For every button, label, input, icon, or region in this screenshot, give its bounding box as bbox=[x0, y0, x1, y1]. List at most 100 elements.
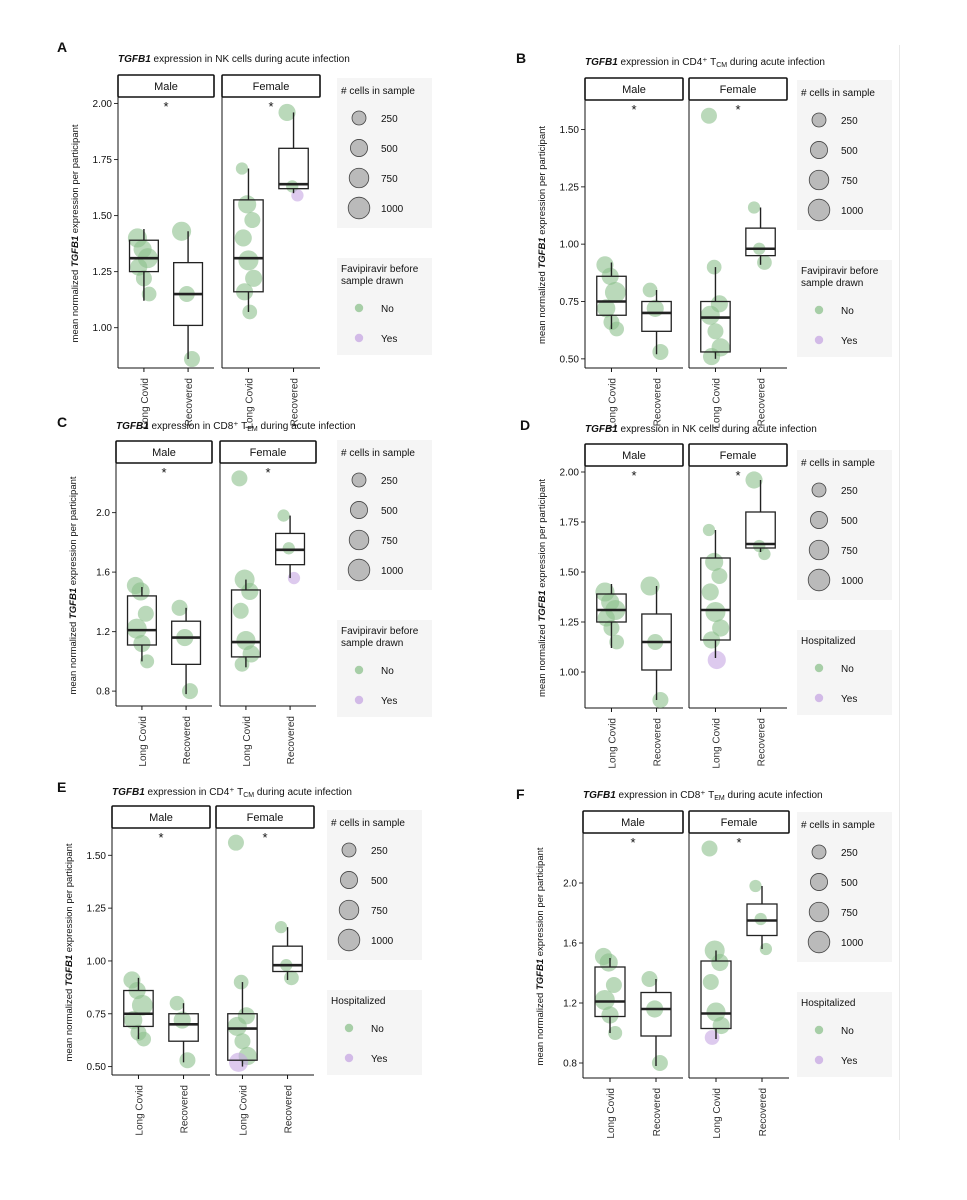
y-tick-label: 2.0 bbox=[96, 508, 110, 519]
data-point bbox=[133, 634, 151, 653]
panel-d: D TGFB1 expression in NK cells during acu… bbox=[520, 417, 892, 769]
data-point bbox=[705, 602, 726, 622]
box-iqr bbox=[596, 275, 627, 316]
color-legend-key bbox=[354, 333, 364, 343]
y-tick-label: 1.2 bbox=[96, 627, 110, 638]
facet-strip bbox=[688, 77, 788, 101]
facet-male: Male * Long Covid Recovered bbox=[584, 77, 684, 429]
data-point bbox=[597, 299, 616, 318]
x-tick-label: Recovered bbox=[757, 378, 768, 426]
panel-letter: E bbox=[57, 779, 66, 795]
size-legend-label: 250 bbox=[381, 114, 398, 125]
size-legend-key bbox=[810, 141, 828, 159]
panel-b: B TGFB1 expression in CD4⁺ TCM during acu… bbox=[516, 50, 892, 429]
size-legend-title: # cells in sample bbox=[801, 88, 875, 99]
y-tick-label: 0.8 bbox=[563, 1059, 577, 1070]
x-tick-label: Recovered bbox=[653, 718, 664, 766]
facet-strip bbox=[221, 74, 321, 98]
size-legend-key bbox=[340, 871, 358, 889]
data-point bbox=[242, 304, 258, 320]
size-legend-label: 1000 bbox=[381, 566, 404, 577]
size-legend-label: 250 bbox=[841, 116, 858, 127]
size-legend-label: 750 bbox=[841, 176, 858, 187]
data-point bbox=[712, 1016, 730, 1035]
size-legend-label: 1000 bbox=[381, 204, 404, 215]
data-point bbox=[757, 255, 772, 270]
significance-star: * bbox=[631, 468, 636, 483]
y-tick-label: 1.6 bbox=[563, 939, 577, 950]
facet-female: Female * Long Covid Recovered bbox=[688, 77, 788, 429]
y-tick-label: 1.50 bbox=[560, 125, 580, 136]
box-iqr bbox=[168, 1013, 199, 1042]
size-legend-label: 500 bbox=[841, 146, 858, 157]
facet-strip bbox=[219, 440, 317, 464]
y-tick-label: 1.50 bbox=[560, 568, 580, 579]
significance-star: * bbox=[631, 102, 636, 117]
data-point bbox=[141, 286, 157, 302]
data-point bbox=[642, 282, 658, 298]
x-tick-label: Long Covid bbox=[244, 378, 255, 429]
box-iqr bbox=[230, 589, 261, 658]
size-legend-title: # cells in sample bbox=[331, 818, 405, 829]
facet-strip-label: Male bbox=[622, 84, 646, 96]
panel-divider bbox=[899, 45, 900, 1140]
x-tick-label: Long Covid bbox=[140, 378, 151, 429]
facet-strip-label: Male bbox=[152, 447, 176, 459]
significance-star: * bbox=[158, 830, 163, 845]
size-legend-label: 250 bbox=[841, 848, 858, 859]
significance-star: * bbox=[630, 835, 635, 850]
x-tick-label: Recovered bbox=[653, 378, 664, 426]
facet-strip-label: Female bbox=[253, 81, 290, 93]
panel-title: TGFB1 expression in CD4⁺ TCM during acut… bbox=[112, 787, 352, 799]
color-legend-title: Favipiravir before bbox=[801, 266, 879, 277]
size-legend-key bbox=[338, 899, 360, 921]
y-tick-label: 1.50 bbox=[93, 211, 113, 222]
data-point bbox=[137, 605, 154, 622]
size-legend-key bbox=[808, 169, 830, 191]
x-tick-label: Long Covid bbox=[138, 716, 149, 767]
data-point bbox=[136, 1031, 152, 1047]
size-legend-key bbox=[810, 511, 828, 529]
size-legend-label: 250 bbox=[841, 486, 858, 497]
y-tick-label: 1.00 bbox=[93, 323, 113, 334]
box-iqr bbox=[128, 239, 159, 273]
data-point bbox=[700, 107, 717, 124]
significance-star: * bbox=[736, 835, 741, 850]
color-legend-key bbox=[814, 1025, 824, 1035]
color-legend-key bbox=[354, 665, 364, 675]
data-point bbox=[242, 645, 260, 663]
data-point bbox=[287, 571, 301, 585]
size-legend-key bbox=[350, 139, 368, 157]
data-point bbox=[640, 576, 660, 596]
data-point bbox=[124, 1010, 143, 1030]
data-point bbox=[594, 990, 615, 1010]
data-point bbox=[652, 343, 669, 360]
size-legend-label: 500 bbox=[381, 506, 398, 517]
box-iqr bbox=[700, 960, 732, 1030]
data-point bbox=[181, 683, 198, 700]
facet-female: Female * Long Covid Recovered bbox=[219, 440, 317, 767]
color-legend-bg bbox=[327, 990, 422, 1075]
data-point bbox=[282, 542, 295, 555]
panel-letter: C bbox=[57, 414, 67, 430]
data-point bbox=[171, 599, 188, 616]
box-iqr bbox=[278, 147, 309, 190]
data-point bbox=[701, 840, 718, 857]
y-tick-label: 2.00 bbox=[93, 99, 113, 110]
facet-strip bbox=[115, 440, 213, 464]
y-axis-label: mean normalized TGFB1 expression per par… bbox=[537, 479, 548, 697]
data-point bbox=[707, 650, 726, 670]
significance-star: * bbox=[735, 102, 740, 117]
data-point bbox=[274, 921, 288, 934]
size-legend-key bbox=[337, 928, 361, 952]
x-tick-label: Long Covid bbox=[711, 378, 722, 429]
size-legend-key bbox=[811, 482, 827, 498]
box-iqr bbox=[641, 300, 672, 332]
size-legend-label: 750 bbox=[381, 536, 398, 547]
data-point bbox=[646, 299, 664, 317]
x-tick-label: Recovered bbox=[184, 378, 195, 426]
color-legend-label: No bbox=[371, 1024, 384, 1035]
size-legend-label: 500 bbox=[381, 144, 398, 155]
color-legend-title: sample drawn bbox=[341, 638, 403, 649]
facet-male: Male * Long Covid Recovered bbox=[582, 810, 684, 1139]
